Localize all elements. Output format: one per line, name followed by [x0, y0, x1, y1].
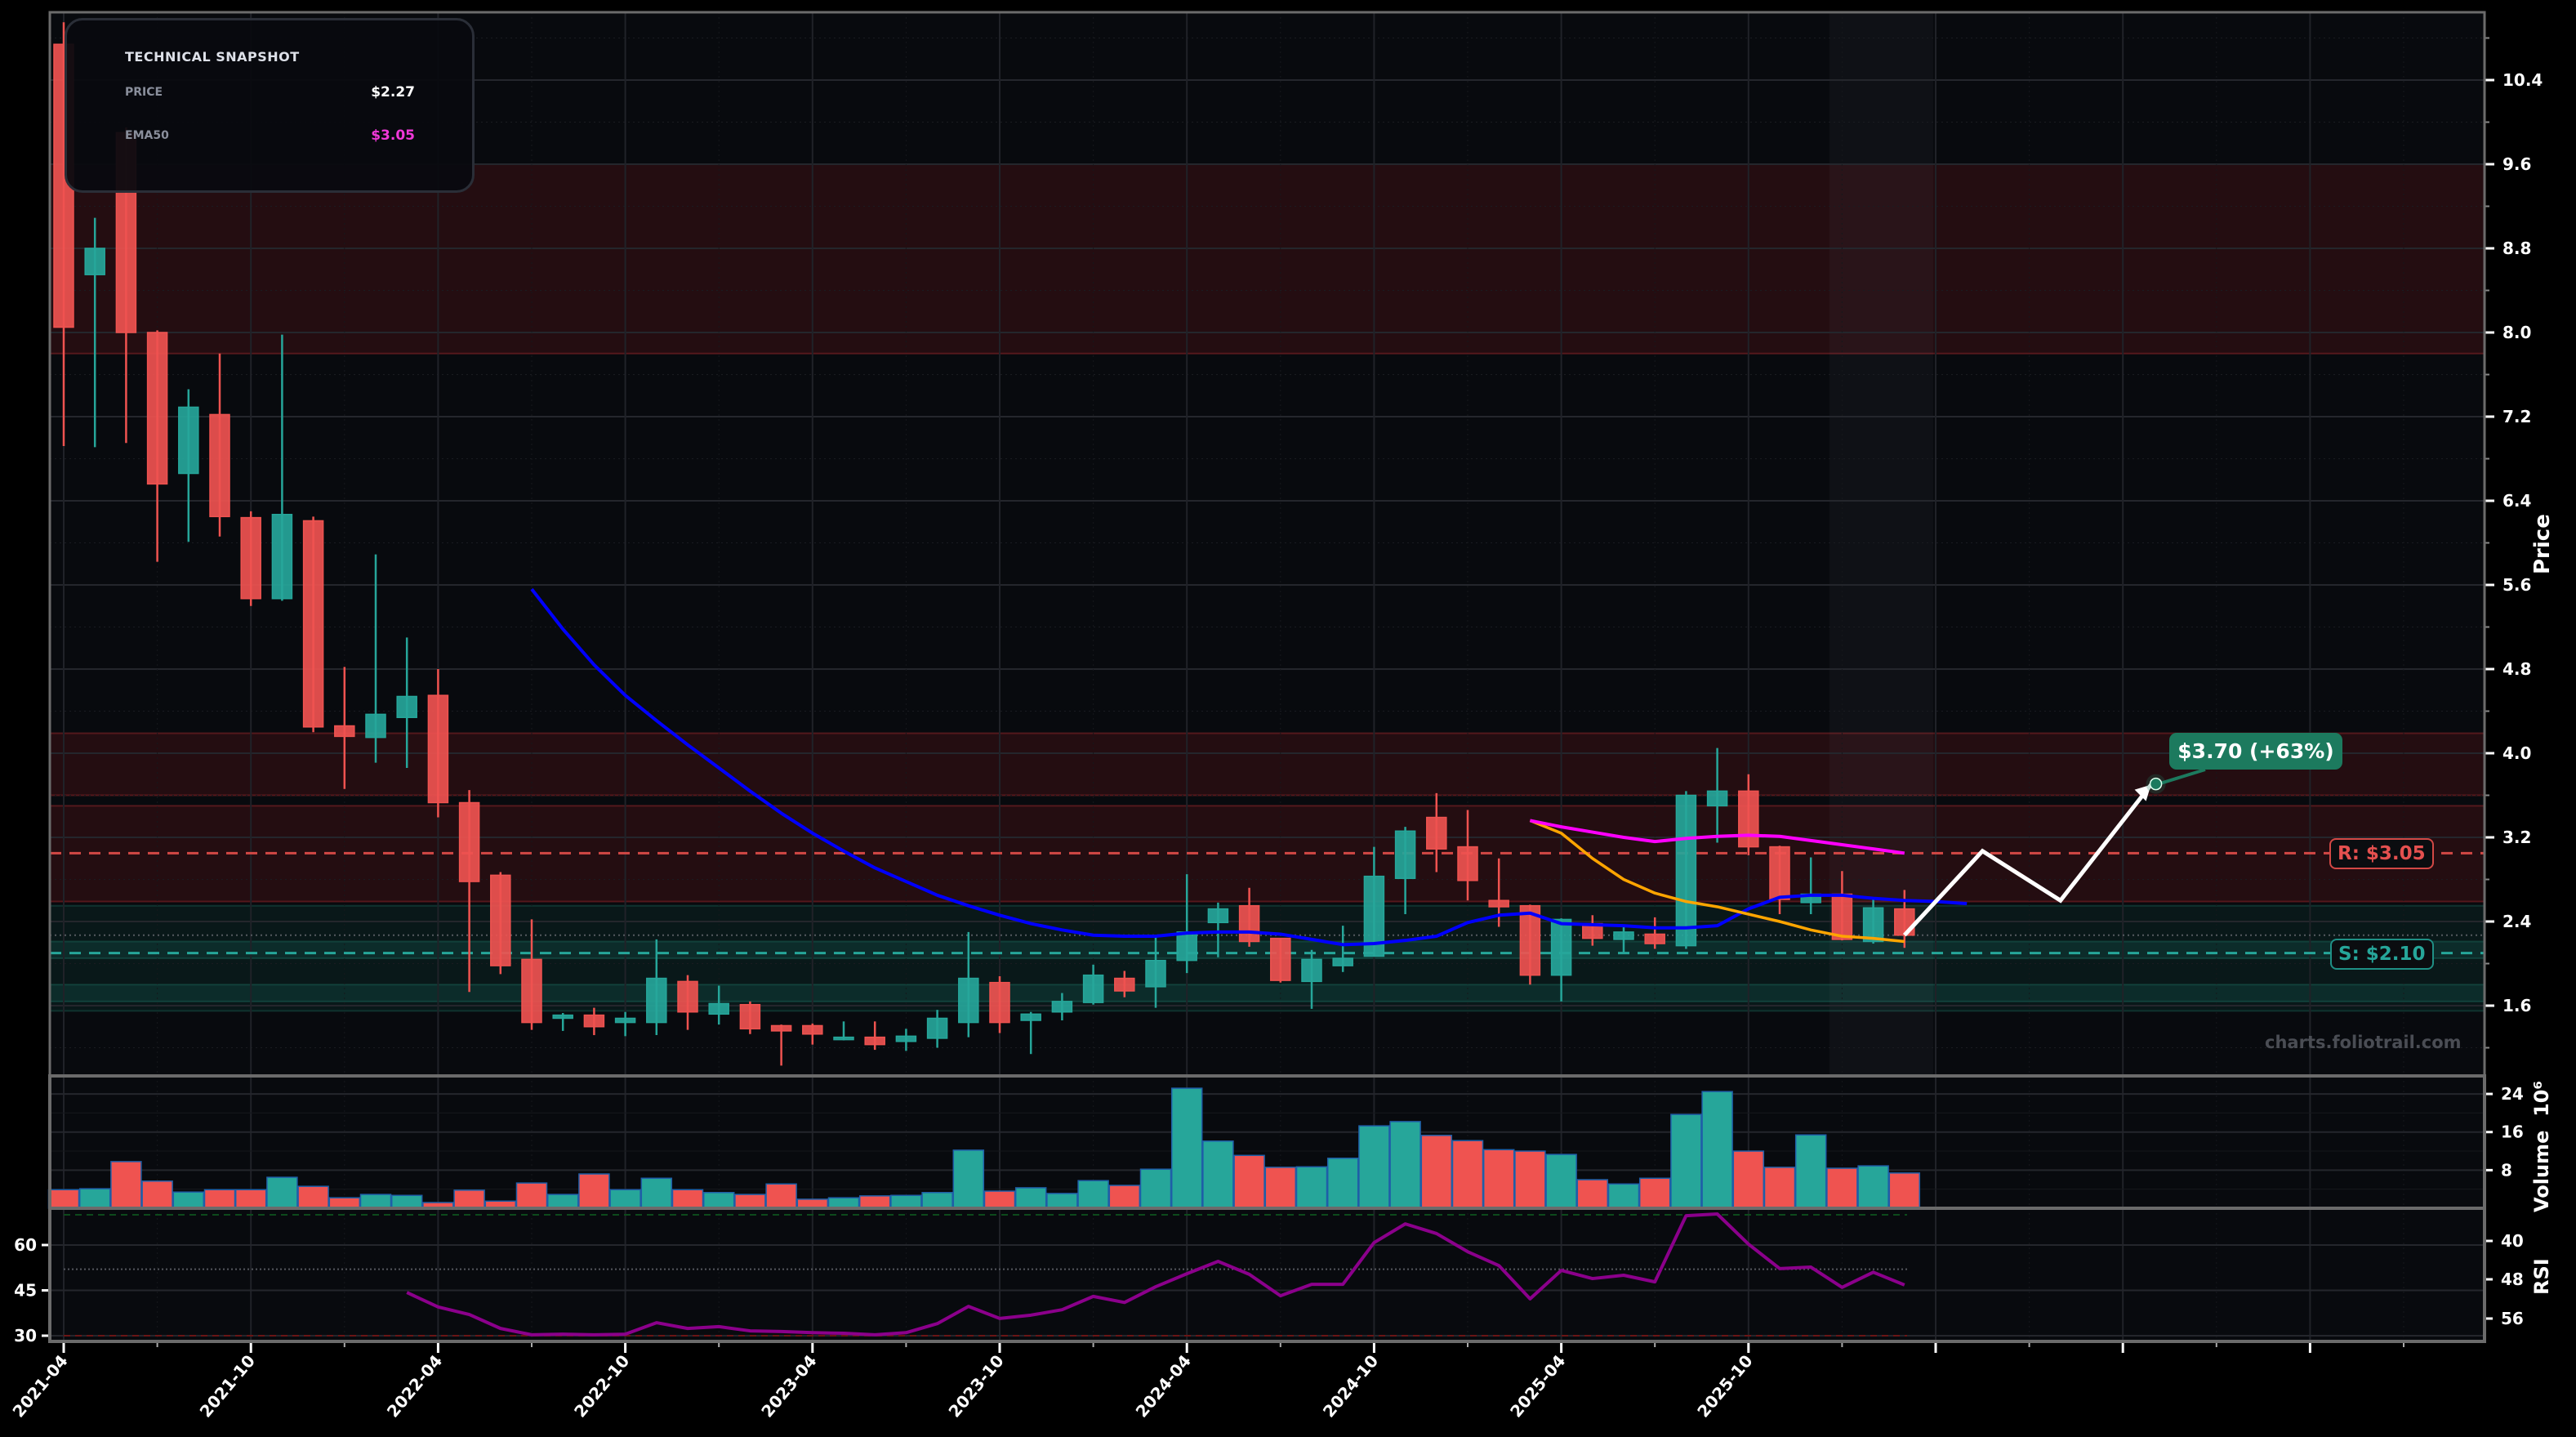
- technical-snapshot-panel: TECHNICAL SNAPSHOT PRICE $2.27 EMA50 $3.…: [65, 18, 475, 193]
- snapshot-title: TECHNICAL SNAPSHOT: [125, 49, 300, 65]
- svg-text:4.8: 4.8: [2502, 659, 2531, 679]
- svg-text:5.6: 5.6: [2502, 575, 2531, 595]
- price-axis-title: Price: [2530, 514, 2555, 574]
- watermark: charts.foliotrail.com: [2265, 1033, 2462, 1052]
- svg-text:7.2: 7.2: [2502, 407, 2531, 426]
- snapshot-price-row: PRICE $2.27: [125, 84, 415, 100]
- ema50-label: EMA50: [125, 129, 169, 142]
- price-value: $2.27: [371, 84, 415, 100]
- rsi-panel: [50, 1208, 2485, 1341]
- svg-text:16: 16: [2501, 1122, 2524, 1142]
- svg-text:8: 8: [2501, 1160, 2512, 1180]
- rsi-line: [64, 1212, 1907, 1337]
- target-price-badge: $3.70 (+63%): [2169, 733, 2342, 770]
- volume-axis-title: Volume 10⁶: [2530, 1081, 2553, 1212]
- svg-text:48: 48: [2501, 1270, 2524, 1289]
- price-label: PRICE: [125, 86, 163, 99]
- rsi-axis-title: RSI: [2530, 1258, 2553, 1295]
- resistance-label: R: $3.05: [2329, 838, 2434, 869]
- svg-text:2.4: 2.4: [2502, 912, 2531, 931]
- volume-bars: [47, 1087, 1921, 1209]
- svg-text:1.6: 1.6: [2502, 996, 2531, 1015]
- ema-lines: [530, 587, 1968, 947]
- svg-text:6.4: 6.4: [2502, 491, 2531, 511]
- volume-exponent: 10⁶: [2530, 1081, 2553, 1117]
- svg-text:8.8: 8.8: [2502, 239, 2531, 258]
- ema50-value: $3.05: [371, 127, 415, 144]
- svg-text:30: 30: [14, 1326, 37, 1346]
- svg-text:3.2: 3.2: [2502, 828, 2531, 847]
- svg-text:4.0: 4.0: [2502, 743, 2531, 763]
- support-label: S: $2.10: [2330, 939, 2434, 970]
- svg-text:24: 24: [2501, 1084, 2524, 1104]
- candlesticks: [53, 22, 1915, 1066]
- projection-arrow: [1902, 768, 2206, 937]
- svg-text:60: 60: [14, 1235, 37, 1255]
- level-lines: [50, 851, 2485, 955]
- svg-text:40: 40: [2501, 1231, 2524, 1251]
- svg-text:8.0: 8.0: [2502, 323, 2531, 342]
- svg-text:10.4: 10.4: [2502, 70, 2543, 90]
- svg-text:9.6: 9.6: [2502, 154, 2531, 174]
- volume-title-text: Volume: [2530, 1130, 2553, 1212]
- svg-text:45: 45: [14, 1281, 37, 1301]
- snapshot-ema-row: EMA50 $3.05: [125, 127, 415, 144]
- svg-text:56: 56: [2501, 1309, 2524, 1328]
- gridlines: [50, 12, 2485, 1341]
